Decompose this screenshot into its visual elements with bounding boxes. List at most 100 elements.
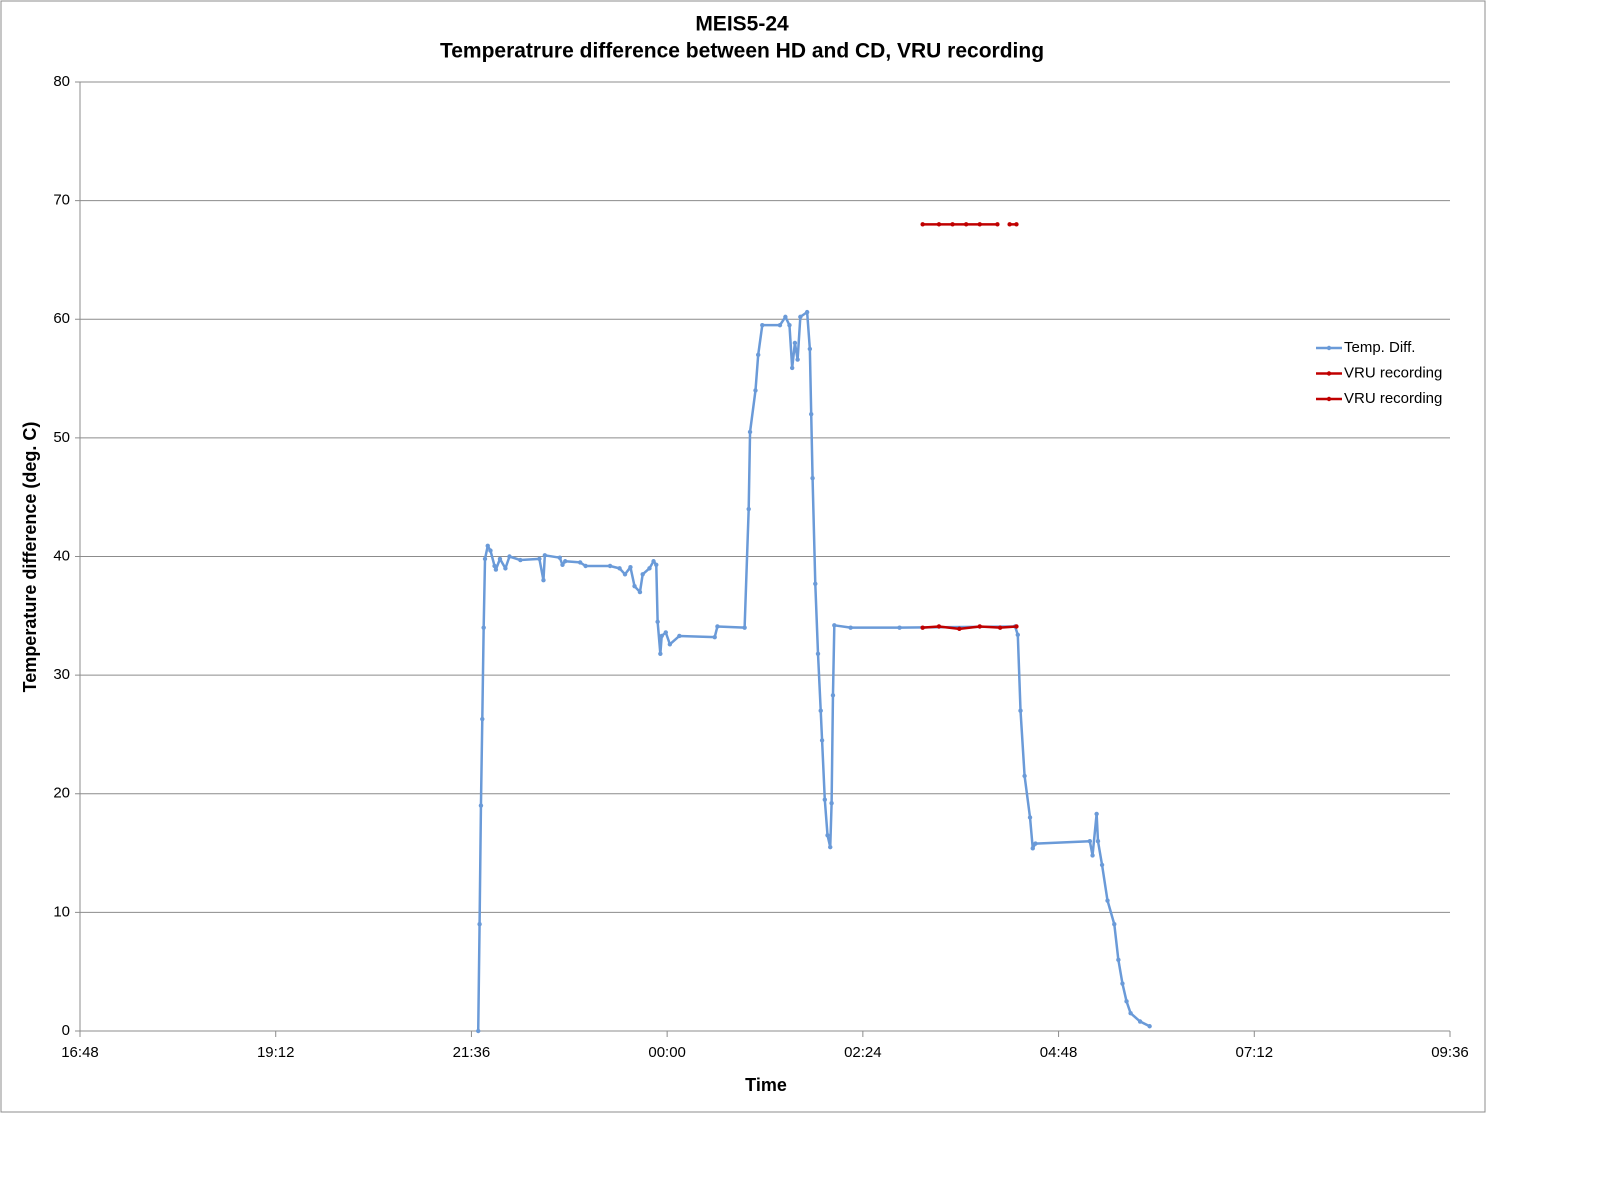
data-point [485,543,490,549]
data-point [1014,624,1019,629]
data-point [810,476,815,481]
data-point [936,624,942,629]
data-point [541,578,546,583]
data-point [712,634,717,640]
data-point [488,548,493,553]
data-point [1124,999,1129,1004]
legend-label: Temp. Diff. [1344,339,1415,356]
y-tick-label: 30 [53,666,70,683]
data-point [819,738,825,743]
data-point [542,553,548,558]
y-tick-label: 50 [53,429,70,446]
data-point [742,625,747,630]
data-point [995,222,1000,227]
data-point [1147,1024,1152,1029]
data-point [920,222,925,227]
data-point [777,322,783,328]
data-point [503,566,508,571]
data-point [920,625,925,630]
legend-marker [1326,371,1332,376]
data-point [957,626,962,632]
data-point [1105,898,1110,903]
y-tick-label: 20 [53,785,70,802]
data-point [1137,1019,1143,1024]
data-point [977,222,982,227]
data-point [1128,1011,1133,1016]
data-point [1022,773,1027,779]
y-tick-label: 10 [53,903,70,920]
data-point [667,642,673,647]
y-axis-label: Temperature difference (deg. C) [20,422,40,693]
data-point [807,346,813,352]
data-point [1033,841,1038,846]
data-point [813,581,818,586]
data-point [493,567,499,572]
data-point [655,619,660,624]
data-point [809,411,814,417]
data-point [651,559,656,564]
data-point [792,340,798,346]
data-point [560,562,565,568]
data-point [481,625,486,630]
data-point [637,589,643,595]
data-point [480,716,485,722]
data-point [1087,839,1093,844]
data-point [1099,862,1105,868]
legend-marker [1326,345,1332,351]
data-point [747,429,753,435]
data-point [477,922,482,927]
data-point [478,803,484,808]
data-point [1090,853,1095,858]
data-point [977,624,982,629]
data-point [482,556,488,562]
data-point [1120,981,1125,986]
data-point [950,222,955,227]
data-point [832,623,837,628]
data-point [789,365,795,371]
data-point [825,833,830,838]
data-point [1030,846,1035,851]
data-point [829,801,834,806]
legend-label: VRU recording [1344,390,1442,407]
data-point [1018,708,1023,713]
chart-subtitle: Temperatrure difference between HD and C… [440,40,1044,63]
data-point [1095,839,1101,844]
x-tick-label: 04:48 [1040,1044,1078,1061]
data-point [828,844,833,850]
data-point [632,583,637,589]
legend-label: VRU recording [1344,364,1442,381]
data-point [1094,811,1099,817]
data-point [663,630,668,635]
data-point [518,557,523,563]
data-point [658,651,663,656]
data-point [1014,222,1019,227]
data-point [815,651,821,656]
data-point [476,1028,481,1034]
data-point [1015,632,1020,637]
data-point [577,560,583,565]
legend-marker [1326,396,1332,402]
data-point [783,314,788,320]
data-point [1116,957,1121,963]
y-tick-label: 80 [53,73,70,90]
data-point [628,564,633,570]
data-point [492,563,497,569]
data-point [963,222,969,227]
data-point [1007,222,1012,227]
y-tick-label: 60 [53,310,70,327]
data-point [607,563,613,569]
data-point [822,797,828,802]
data-point [715,624,720,629]
x-tick-label: 21:36 [453,1044,491,1061]
data-point [677,633,682,639]
y-tick-label: 0 [62,1022,70,1039]
data-point [563,559,568,564]
x-tick-label: 19:12 [257,1044,295,1061]
data-point [795,357,800,362]
x-tick-label: 07:12 [1236,1044,1274,1061]
data-point [997,625,1003,630]
data-point [640,572,645,577]
data-point [848,625,853,630]
